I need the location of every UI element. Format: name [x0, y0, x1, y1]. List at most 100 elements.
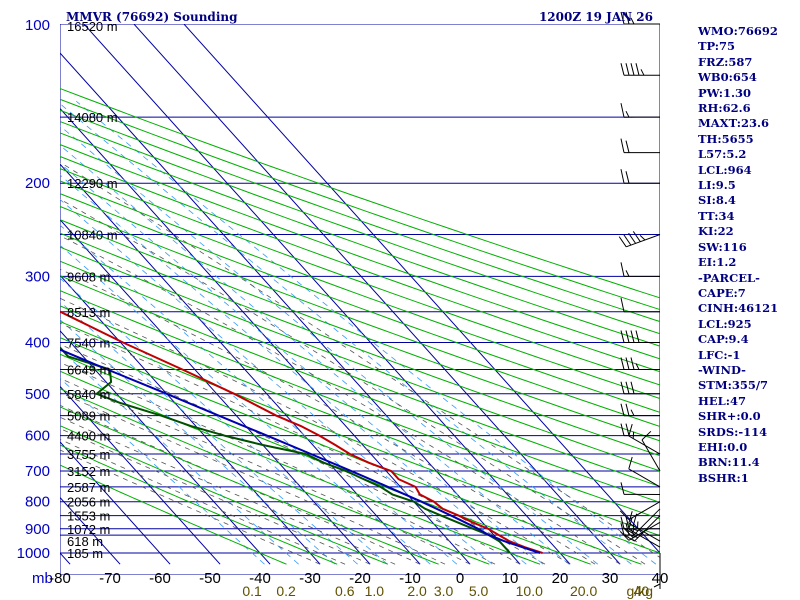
temperature-label-10: 10	[502, 570, 519, 587]
isotherm--40	[60, 330, 271, 565]
wind-barb-feather	[620, 11, 625, 25]
wind-barb-staff	[628, 468, 661, 488]
dry-adiabat-20	[60, 353, 591, 565]
wind-barb-feather	[628, 456, 633, 470]
wind-barb-feather	[625, 110, 630, 118]
sounding-index: BRN:11.4	[698, 455, 760, 470]
mixing-ratio-label-1: 1.0	[365, 583, 385, 599]
dry-adiabat-140	[60, 180, 660, 400]
temperature-label--80: -80	[49, 570, 71, 587]
dry-adiabat-40	[60, 321, 660, 554]
height-label-650: 3755 m	[67, 447, 110, 462]
wind-barb	[620, 169, 661, 184]
temperature-label-0: 0	[456, 570, 464, 587]
dry-adiabat-160	[60, 155, 660, 373]
moist-adiabat--15	[60, 416, 396, 565]
wind-barb-feather	[632, 231, 641, 242]
pressure-label-900: 900	[25, 521, 50, 538]
station-title: MMVR (76692) Sounding	[66, 10, 238, 24]
mixing-ratio-label-20: 20.0	[570, 583, 597, 599]
sounding-traces	[60, 310, 543, 554]
height-label-850: 1553 m	[67, 509, 110, 524]
sounding-index: WB0:654	[698, 70, 757, 85]
wind-barb-feather	[620, 482, 625, 495]
pressure-label-500: 500	[25, 386, 50, 403]
wind-barb-staff	[628, 522, 661, 542]
dry-adiabat-30	[60, 337, 642, 565]
dry-adiabat-60	[60, 290, 660, 520]
isotherm-grid	[60, 24, 660, 565]
sounding-index: LCL:964	[698, 162, 752, 177]
isotherm--10	[60, 163, 421, 565]
moist-adiabat-40	[60, 161, 660, 558]
isotherm--30	[60, 274, 321, 565]
mixing-ratio-label-10: 10.0	[516, 583, 543, 599]
dry-adiabat-80	[60, 260, 660, 488]
wind-barbs	[618, 11, 661, 589]
mixing-ratio-line-5	[60, 198, 493, 565]
mixing-ratio-line-8	[60, 174, 527, 565]
wind-barb-feather	[620, 522, 625, 536]
dry-adiabat-190	[60, 120, 660, 335]
wind-barb	[620, 330, 661, 343]
isotherm--20	[60, 218, 371, 565]
wind-barb-feather	[620, 381, 625, 394]
wind-barb-feather	[625, 516, 630, 529]
sounding-index: TP:75	[698, 39, 736, 54]
wind-barb	[620, 516, 661, 530]
temperature-label-30: 30	[602, 570, 619, 587]
moist-adiabat-30	[60, 235, 621, 565]
moist-adiabat--25	[60, 438, 346, 565]
dewpoint-trace	[60, 345, 511, 554]
pressure-label-300: 300	[25, 268, 50, 285]
parcel-trace	[60, 348, 541, 554]
height-label-300: 9608 m	[67, 269, 110, 284]
wind-barb-feather	[625, 63, 630, 76]
wind-barb-feather	[620, 138, 625, 153]
mixing-ratio-label-40: 40	[634, 583, 650, 599]
temperature-label--40: -40	[249, 570, 271, 587]
sounding-index: L57:5.2	[698, 147, 747, 162]
mixing-ratio-line-3	[60, 224, 458, 565]
dry-adiabat-130	[60, 193, 660, 413]
sounding-index: EI:1.2	[698, 255, 737, 270]
mixing-ratio-label-5: 5.0	[469, 583, 489, 599]
temperature-trace	[60, 310, 543, 554]
sounding-index: TT:34	[698, 208, 735, 223]
sounding-index: SI:8.4	[698, 193, 736, 208]
height-label-350: 8513 m	[67, 305, 110, 320]
wind-barb-feather	[625, 140, 630, 153]
wind-barb-feather	[619, 531, 630, 541]
dry-adiabat-220	[60, 87, 660, 299]
wind-barb	[623, 515, 661, 542]
pressure-label-700: 700	[25, 463, 50, 480]
wind-barb-feather	[623, 527, 635, 535]
wind-barb-feather	[625, 270, 630, 277]
wind-barb-feather	[625, 11, 630, 25]
sounding-index: SHR+:0.0	[698, 409, 761, 424]
isotherm-10	[60, 52, 521, 565]
dry-adiabat-200	[60, 109, 660, 323]
temperature-label--20: -20	[349, 570, 371, 587]
dry-adiabat-180	[60, 132, 660, 347]
height-label-450: 6649 m	[67, 363, 110, 378]
dry-adiabat-170	[60, 144, 660, 360]
isotherm-20	[83, 24, 571, 565]
wind-barb-feather	[628, 517, 633, 530]
wind-barb	[620, 381, 661, 395]
wind-barb	[620, 138, 661, 154]
wind-barb-feather	[631, 535, 639, 539]
mixing-ratio-line-40	[76, 100, 657, 565]
pressure-label-800: 800	[25, 494, 50, 511]
wind-barb-feather	[631, 528, 639, 532]
sounding-index: LFC:-1	[698, 347, 741, 362]
sounding-index: FRZ:587	[698, 54, 753, 69]
dry-adiabat-70	[60, 275, 660, 503]
wind-barb-feather	[630, 381, 635, 394]
wind-barb-feather	[653, 583, 661, 588]
sounding-index: EHI:0.0	[698, 439, 748, 454]
isotherm-0	[60, 107, 471, 565]
moist-adiabat--10	[60, 404, 421, 565]
moist-adiabat--30	[60, 449, 321, 565]
wind-barb-feather	[630, 63, 635, 76]
